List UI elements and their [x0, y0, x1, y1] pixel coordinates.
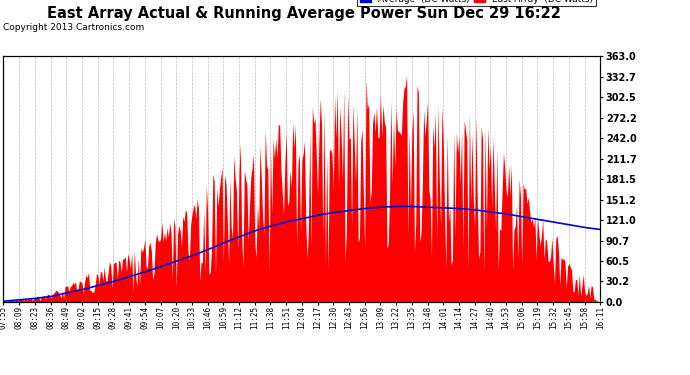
Legend: Average  (DC Watts), East Array  (DC Watts): Average (DC Watts), East Array (DC Watts… — [357, 0, 595, 6]
Text: East Array Actual & Running Average Power Sun Dec 29 16:22: East Array Actual & Running Average Powe… — [47, 6, 560, 21]
Text: Copyright 2013 Cartronics.com: Copyright 2013 Cartronics.com — [3, 22, 145, 32]
